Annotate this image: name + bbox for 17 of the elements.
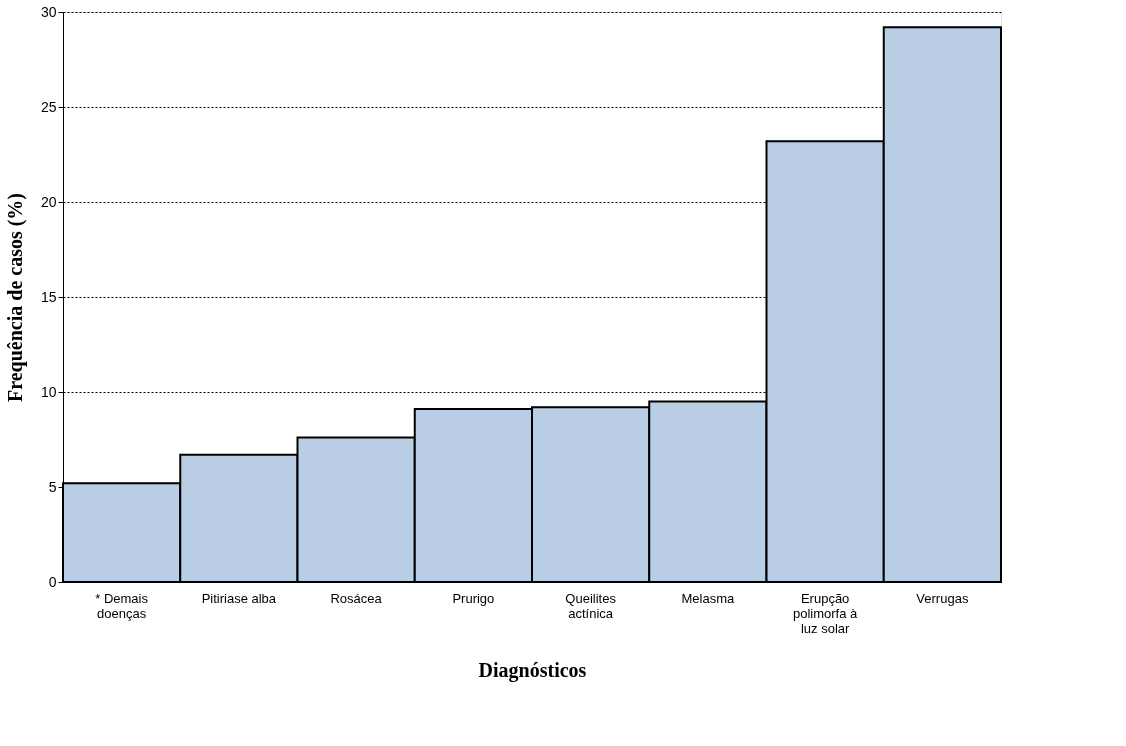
x-tick-label: Erupção polimorfa à luz solar [792, 590, 859, 636]
y-tick-label: 5 [48, 478, 57, 495]
x-tick-label: Pitiriase alba [201, 590, 277, 606]
x-tick-label: Rosácea [330, 590, 383, 606]
x-tick-label: Verrugas [916, 590, 969, 606]
y-tick-label: 25 [40, 98, 57, 115]
y-tick-label: 10 [40, 383, 57, 400]
x-axis-title: Diagnósticos [478, 658, 587, 682]
y-tick-label: 20 [40, 193, 57, 210]
y-tick-label: 0 [48, 573, 57, 590]
y-tick-label: 15 [40, 288, 57, 305]
y-tick-label: 30 [40, 3, 57, 20]
y-axis-title: Frequência de casos (%) [3, 192, 27, 403]
x-tick-label: * Demais doenças [95, 590, 149, 621]
x-tick-label: Queilites actínica [565, 590, 617, 621]
x-tick-label: Prurigo [452, 590, 495, 606]
x-tick-label: Melasma [681, 590, 736, 606]
